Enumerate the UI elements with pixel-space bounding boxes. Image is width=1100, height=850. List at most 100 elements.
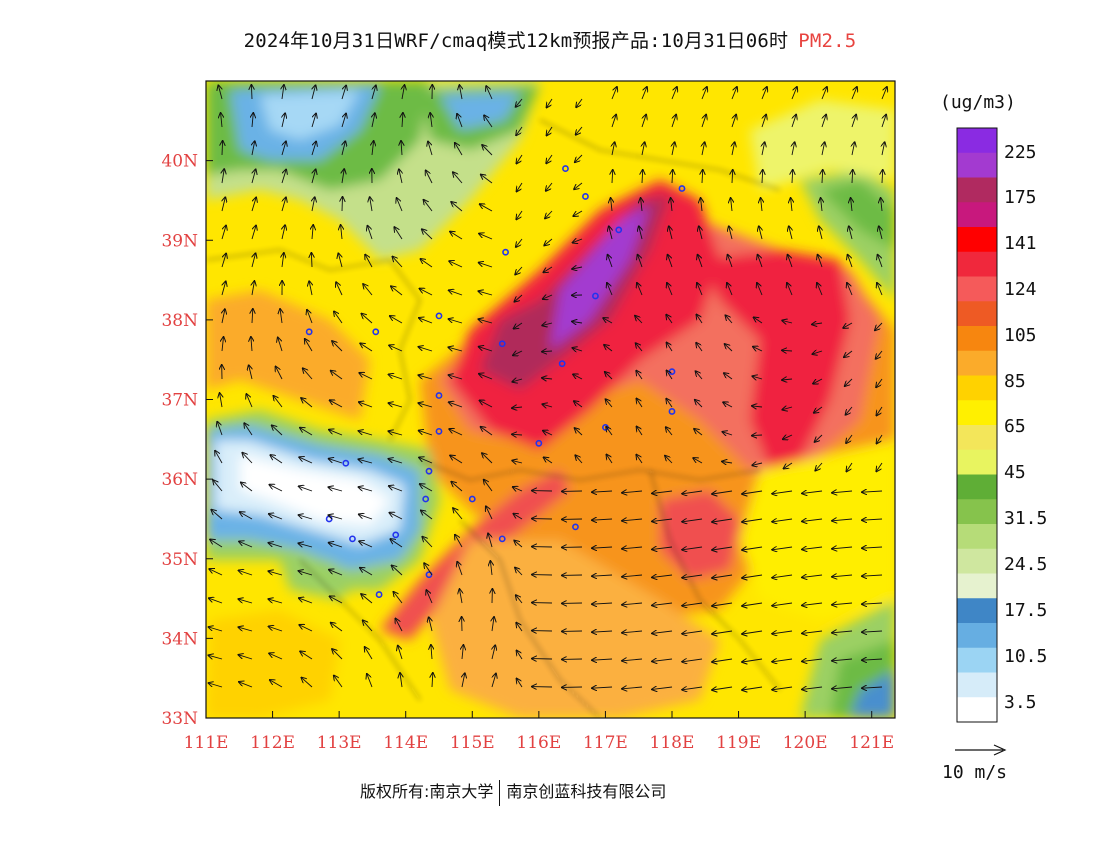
wind-arrow: [696, 371, 703, 380]
legend-swatch: [957, 251, 997, 277]
wind-arrow: [251, 85, 252, 100]
wind-arrow: [479, 347, 493, 352]
station-marker: [435, 312, 443, 320]
wind-arrow: [389, 459, 403, 464]
wind-arrow: [652, 687, 673, 689]
wind-arrow: [365, 647, 373, 660]
wind-arrow: [394, 592, 403, 604]
wind-arrow: [819, 226, 822, 240]
wind-arrow: [282, 225, 285, 240]
wind-arrow: [832, 547, 853, 549]
wind-arrow: [852, 142, 855, 156]
wind-arrow: [877, 406, 883, 415]
wind-arrow: [305, 339, 313, 352]
wind-arrow: [221, 254, 226, 268]
wind-arrow: [390, 513, 403, 520]
wind-arrow: [360, 568, 373, 576]
legend-swatch: [957, 152, 997, 178]
wind-arrow: [331, 623, 343, 632]
wind-arrow: [882, 142, 885, 156]
wind-arrow: [280, 309, 282, 324]
station-marker: [582, 193, 589, 200]
wind-arrow: [652, 603, 673, 605]
wind-arrow: [652, 519, 673, 521]
wind-arrow: [846, 406, 853, 415]
wind-arrow: [742, 687, 763, 690]
wind-arrow: [822, 170, 823, 184]
wind-arrow: [576, 126, 583, 135]
lat-tick-label: 34N: [161, 629, 198, 649]
wind-arrow: [222, 282, 226, 296]
wind-arrow: [546, 154, 553, 163]
wind-arrow: [882, 170, 883, 184]
wind-arrow: [802, 659, 823, 661]
legend-swatch: [957, 177, 997, 203]
legend-unit: (ug/m3): [940, 92, 1016, 113]
legend-swatch: [957, 647, 997, 673]
wind-arrow: [636, 371, 643, 380]
wind-arrow: [671, 87, 677, 100]
wind-arrow: [574, 182, 583, 189]
legend-label: 175: [1004, 187, 1037, 208]
wind-arrow: [239, 627, 253, 631]
wind-scale: 10 m/s: [942, 744, 1007, 783]
wind-arrow: [612, 142, 615, 156]
wind-arrow: [573, 374, 583, 380]
wind-arrow: [249, 365, 252, 380]
wind-arrow: [420, 484, 433, 492]
legend-label: 124: [1004, 279, 1037, 300]
wind-arrow: [604, 345, 613, 352]
lat-tick-label: 38N: [161, 311, 198, 331]
wind-arrow: [334, 312, 343, 324]
wind-arrow: [455, 535, 463, 548]
wind-arrow: [359, 487, 373, 492]
legend-label: 45: [1004, 462, 1026, 483]
wind-arrow: [742, 603, 763, 606]
wind-arrow: [821, 87, 827, 100]
legend-swatch: [957, 301, 997, 327]
monitoring-stations: [305, 165, 686, 598]
wind-arrow: [792, 142, 795, 156]
wind-arrow: [849, 226, 852, 240]
wind-arrow: [832, 491, 853, 493]
wind-arrow: [389, 403, 403, 408]
wind-arrow: [702, 170, 703, 184]
wind-arrow: [575, 154, 583, 162]
wind-arrow: [641, 198, 642, 212]
wind-arrow: [667, 283, 673, 296]
station-marker: [425, 467, 433, 475]
wind-arrow: [772, 547, 793, 550]
wind-arrow: [426, 590, 433, 604]
lat-tick-label: 36N: [161, 470, 198, 490]
wind-arrow: [742, 547, 763, 550]
wind-arrow: [671, 115, 676, 128]
wind-arrow: [772, 603, 793, 606]
wind-arrow: [222, 141, 223, 156]
wind-arrow: [812, 323, 823, 324]
wind-arrow: [546, 182, 553, 191]
wind-arrow: [639, 226, 642, 240]
wind-arrow: [772, 491, 793, 494]
wind-arrow: [389, 431, 403, 435]
wind-arrow: [362, 314, 373, 324]
wind-arrow: [636, 455, 643, 464]
wind-arrow: [545, 210, 553, 218]
wind-arrow: [402, 113, 403, 128]
wind-arrow: [668, 255, 673, 268]
wind-arrow: [517, 154, 523, 163]
wind-arrow: [281, 198, 286, 212]
wind-arrow: [421, 259, 433, 268]
legend-swatch: [957, 474, 997, 500]
wind-arrow: [543, 431, 553, 435]
wind-arrow: [802, 687, 823, 689]
wind-arrow: [221, 226, 226, 240]
wind-arrow: [573, 348, 583, 351]
wind-arrow: [881, 87, 887, 100]
wind-arrow: [330, 400, 343, 408]
wind-arrow: [725, 344, 733, 352]
wind-arrow: [394, 227, 403, 240]
wind-arrow: [877, 434, 883, 443]
lat-tick-label: 39N: [161, 231, 198, 251]
wind-arrow: [450, 456, 463, 464]
wind-arrow: [239, 599, 253, 604]
